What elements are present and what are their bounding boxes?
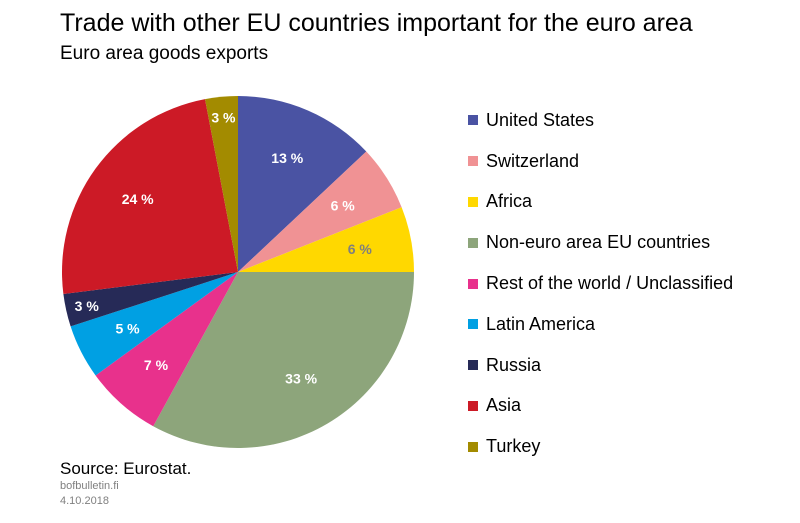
legend-item-switzerland: Switzerland <box>468 141 733 182</box>
legend-label: Switzerland <box>486 150 580 171</box>
pie-slice-switzerland <box>238 151 402 272</box>
pie-slice-latin-america <box>70 272 239 376</box>
slice-label-rest-of-the-world-unclassified: 7 % <box>144 357 169 373</box>
legend-item-asia: Asia <box>468 386 733 427</box>
legend-swatch <box>468 237 478 248</box>
pie-slice-united-states <box>238 96 367 272</box>
legend-item-non-euro-area-eu-countries: Non-euro area EU countries <box>468 222 733 263</box>
pie-slice-asia <box>61 99 238 295</box>
site-name: bofbulletin.fi <box>60 480 119 492</box>
pie-slice-russia <box>63 272 238 327</box>
legend-swatch <box>468 196 478 207</box>
pie-slice-rest-of-the-world-unclassified <box>95 272 238 427</box>
legend-label: Latin America <box>486 313 596 334</box>
chart-subtitle: Euro area goods exports <box>60 43 269 64</box>
publication-date: 4.10.2018 <box>60 495 109 507</box>
legend-swatch <box>468 319 478 330</box>
chart-title: Trade with other EU countries important … <box>60 9 693 37</box>
legend-label: United States <box>486 109 595 130</box>
legend-label: Asia <box>486 395 522 416</box>
legend-label: Rest of the world / Unclassified <box>486 273 734 294</box>
legend-swatch <box>468 115 478 126</box>
slice-label-united-states: 13 % <box>271 150 303 166</box>
slice-label-non-euro-area-eu-countries: 33 % <box>285 371 317 387</box>
legend-swatch <box>468 400 478 411</box>
chart-legend: United States Switzerland Africa Non-euro a… <box>468 100 733 467</box>
legend-item-rest-of-the-world-unclassified: Rest of the world / Unclassified <box>468 263 733 304</box>
source-note: Source: Eurostat. <box>60 459 192 478</box>
legend-label: Africa <box>486 191 533 212</box>
legend-item-russia: Russia <box>468 345 733 386</box>
legend-item-turkey: Turkey <box>468 426 733 467</box>
legend-item-africa: Africa <box>468 182 733 223</box>
legend-item-latin-america: Latin America <box>468 304 733 345</box>
pie-slice-non-euro-area-eu-countries <box>153 272 414 448</box>
legend-label: Turkey <box>486 436 541 457</box>
slice-label-switzerland: 6 % <box>331 198 356 214</box>
pie-slice-africa <box>238 207 414 272</box>
pie-slice-turkey <box>205 96 238 272</box>
legend-swatch <box>468 441 478 452</box>
legend-swatch <box>468 360 478 371</box>
slice-label-turkey: 3 % <box>211 110 236 126</box>
slice-label-latin-america: 5 % <box>115 320 140 336</box>
legend-label: Russia <box>486 354 542 375</box>
slice-label-asia: 24 % <box>122 191 154 207</box>
legend-label: Non-euro area EU countries <box>486 232 711 253</box>
legend-swatch <box>468 156 478 167</box>
legend-item-united-states: United States <box>468 100 733 141</box>
slice-label-africa: 6 % <box>348 241 373 257</box>
legend-swatch <box>468 278 478 289</box>
slice-label-russia: 3 % <box>75 298 100 314</box>
